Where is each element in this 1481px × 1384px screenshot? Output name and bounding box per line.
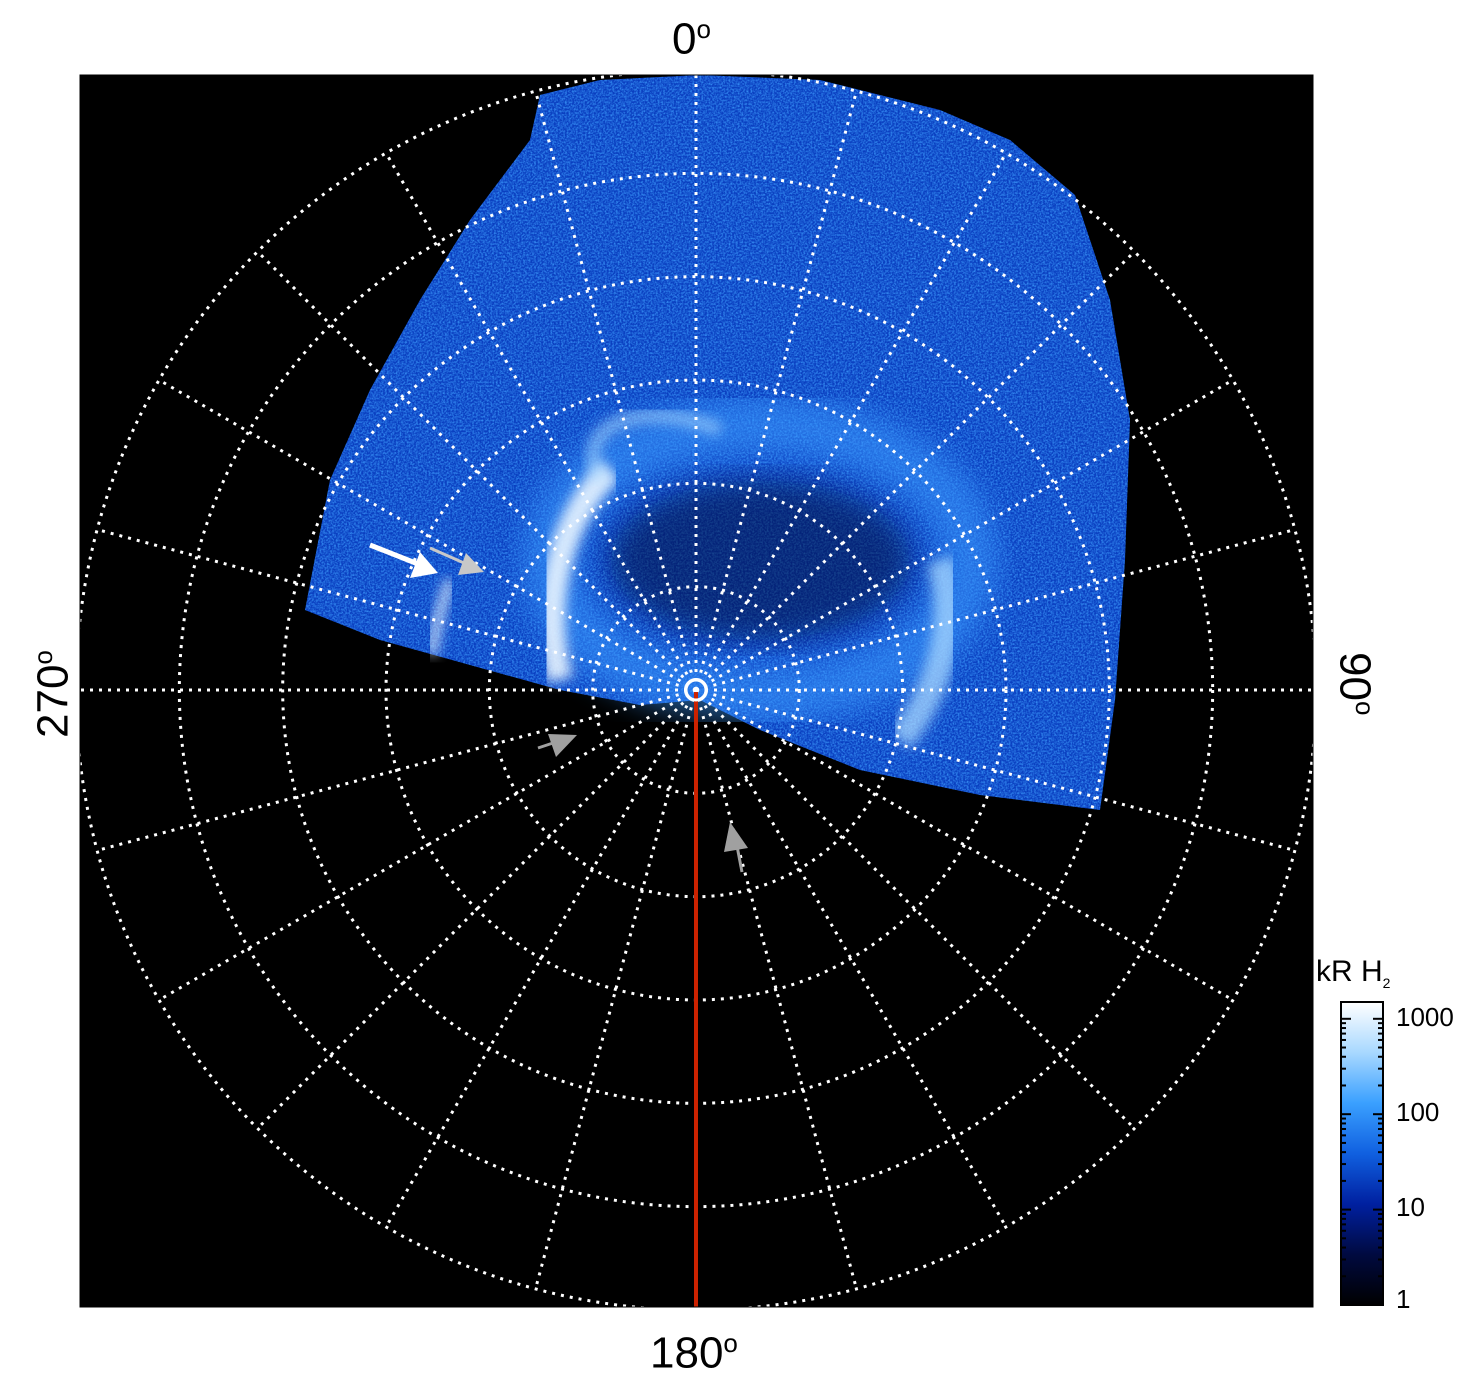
colorbar-tick-label: 10 bbox=[1396, 1192, 1425, 1222]
colorbar-tick-label: 100 bbox=[1396, 1097, 1440, 1127]
axis-label-top: 0o bbox=[672, 14, 711, 64]
colorbar-title: kR H2 bbox=[1316, 955, 1391, 991]
grey-arrow-lower-left bbox=[537, 734, 577, 757]
axis-label-bottom: 180o bbox=[650, 1328, 738, 1378]
auroral-oval bbox=[427, 397, 998, 749]
colorbar-tick-label: 1000 bbox=[1396, 1002, 1454, 1032]
colorbar-tick-marks bbox=[1341, 1017, 1383, 1306]
annotation-arrows bbox=[369, 542, 748, 873]
colorbar-gradient bbox=[1340, 1001, 1384, 1306]
colorbar-tick-label: 1 bbox=[1396, 1284, 1411, 1314]
axis-label-right: 90o bbox=[1330, 652, 1380, 716]
grey-arrow-lower-right bbox=[724, 822, 748, 873]
colorbar bbox=[1340, 1001, 1384, 1306]
axis-label-left: 270o bbox=[28, 650, 78, 738]
white-arrow bbox=[369, 542, 438, 578]
plot-frame bbox=[79, 74, 1314, 1308]
pole-marker bbox=[684, 678, 708, 702]
grey-arrow-left bbox=[429, 546, 484, 575]
